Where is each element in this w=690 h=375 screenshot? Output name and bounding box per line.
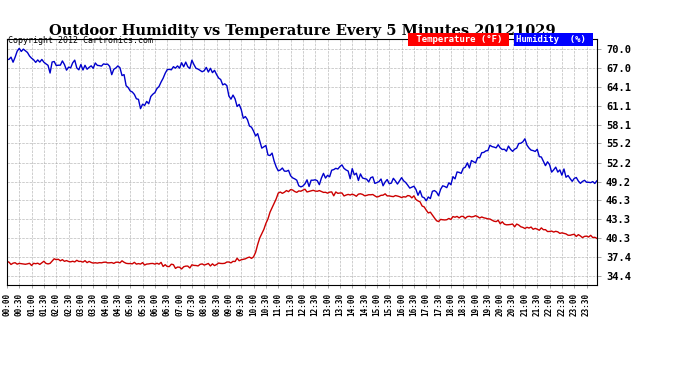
Text: Humidity  (%): Humidity (%)	[516, 35, 591, 44]
Text: Temperature (°F): Temperature (°F)	[411, 35, 507, 44]
Text: Copyright 2012 Cartronics.com: Copyright 2012 Cartronics.com	[8, 36, 153, 45]
Title: Outdoor Humidity vs Temperature Every 5 Minutes 20121029: Outdoor Humidity vs Temperature Every 5 …	[48, 24, 555, 38]
